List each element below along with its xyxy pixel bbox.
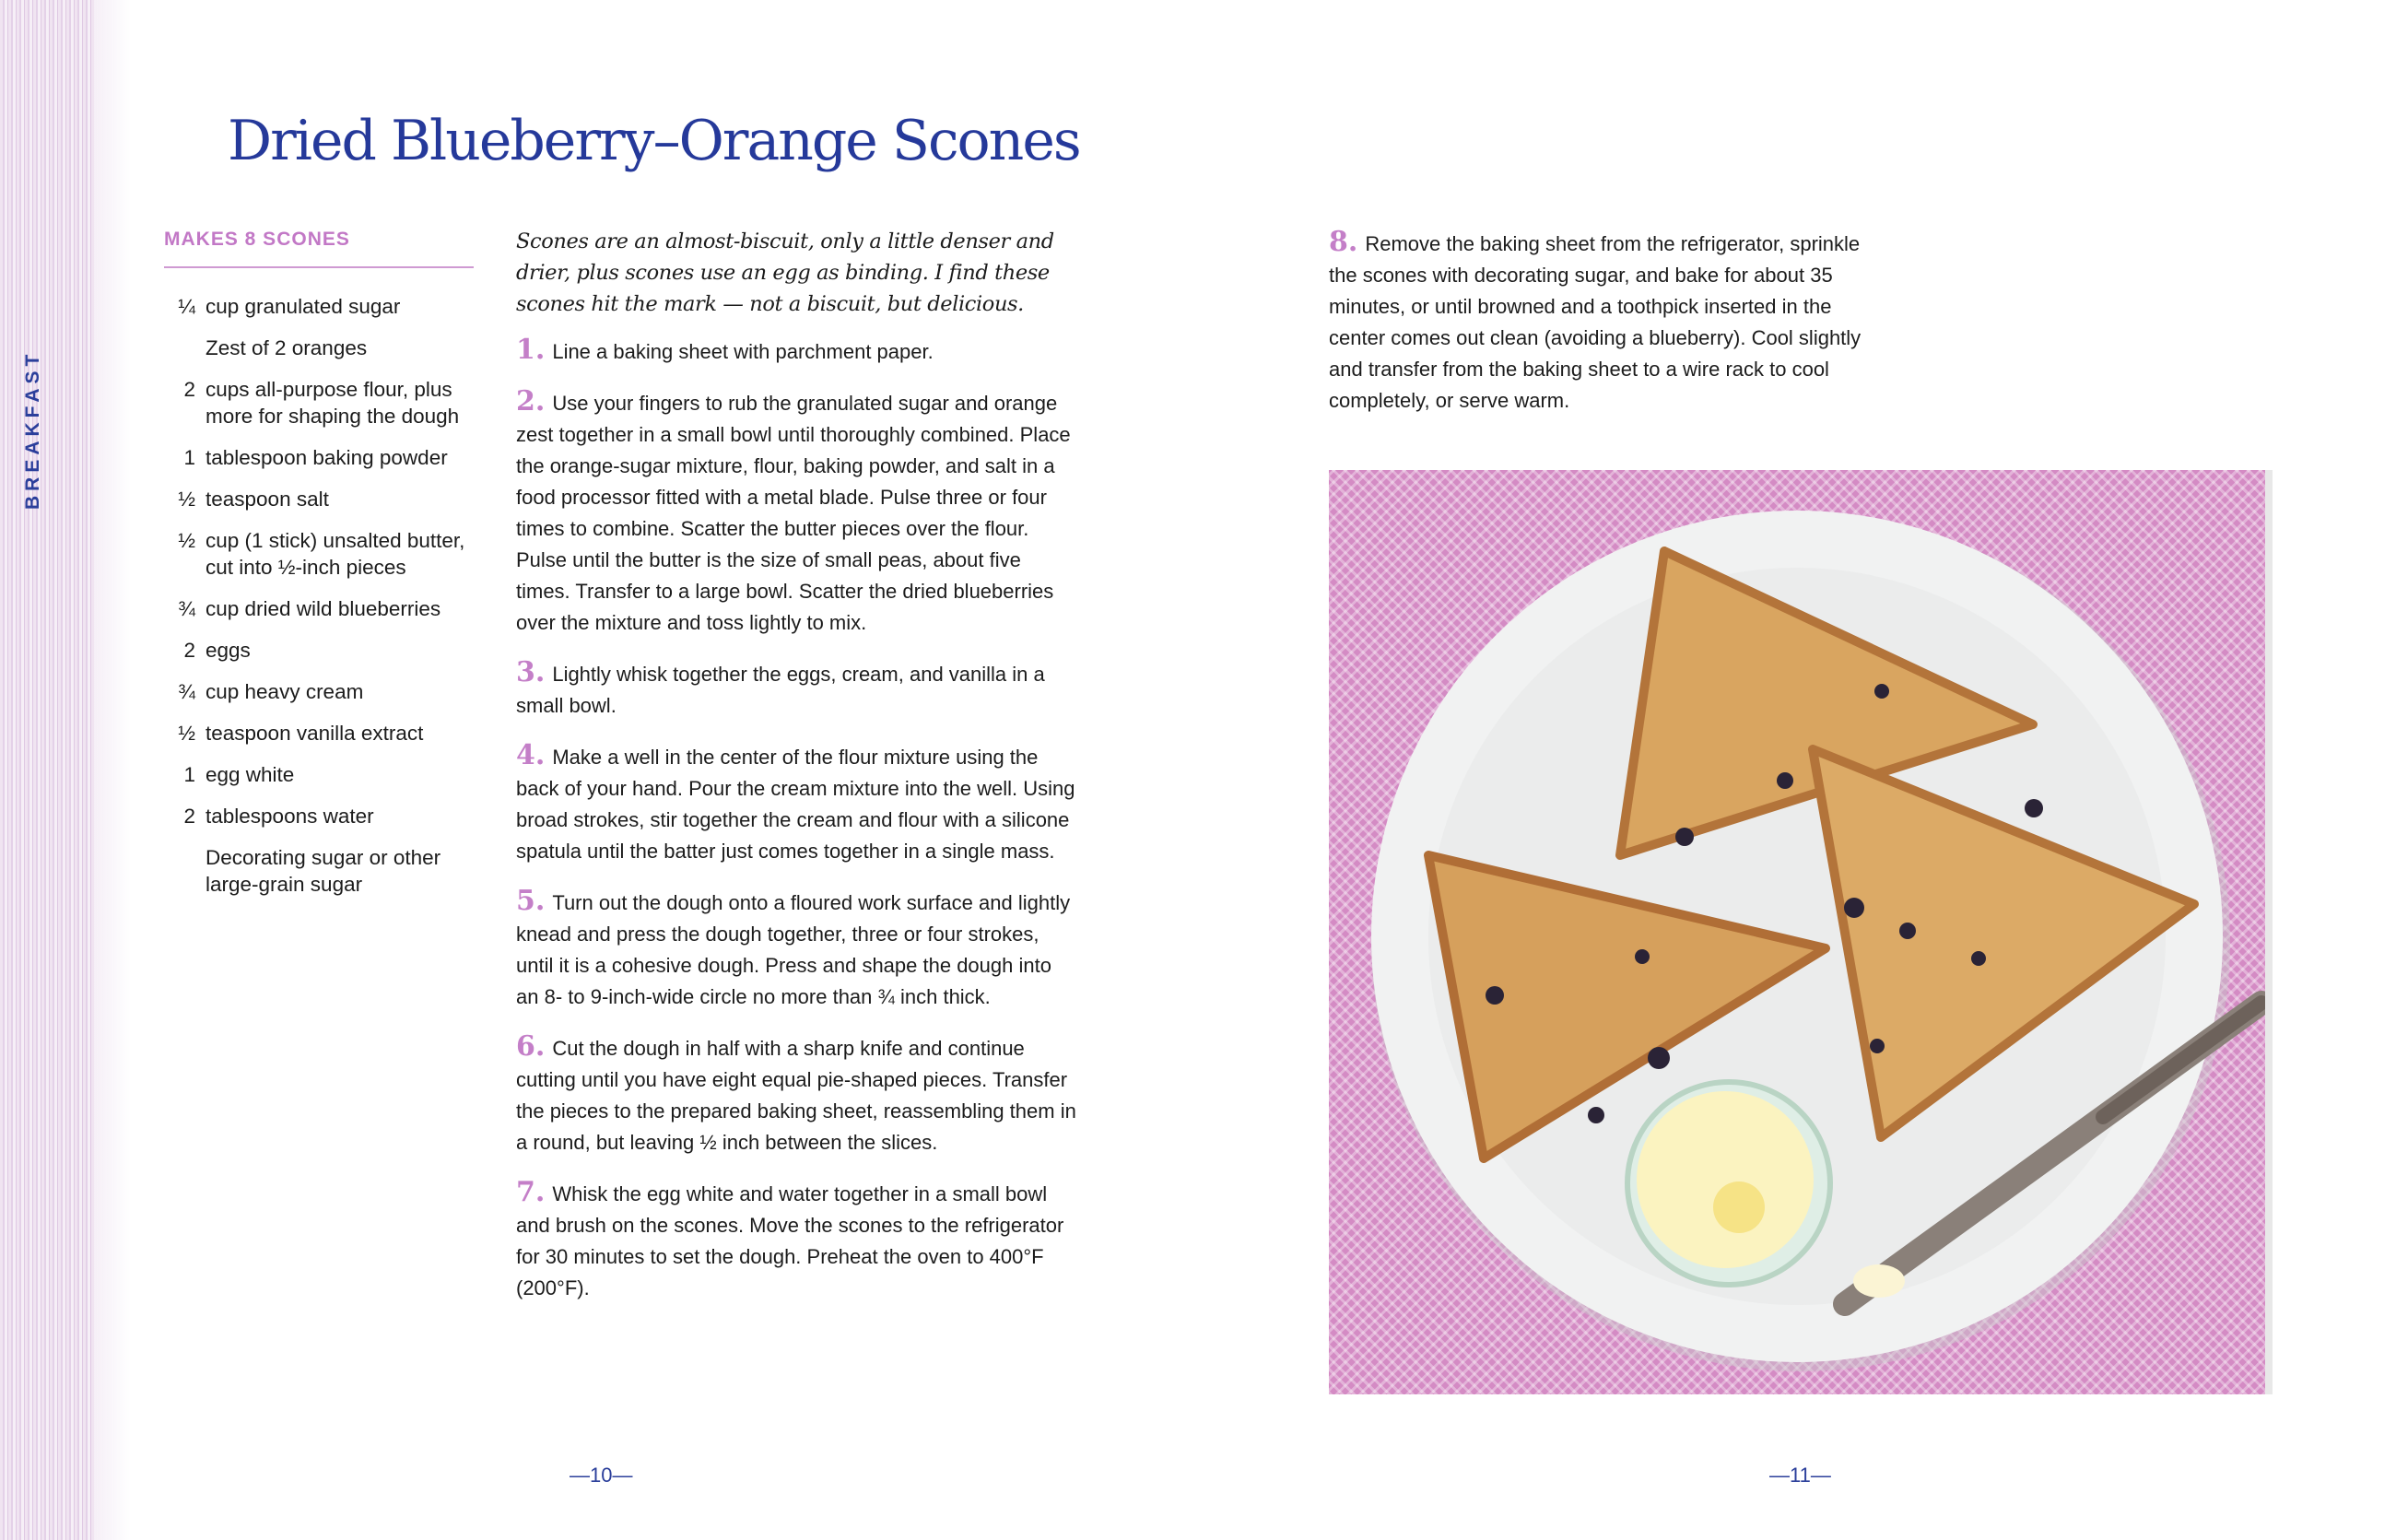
ingredient-qty: ½ — [178, 722, 195, 745]
step-5: 5. Turn out the dough onto a floured work… — [516, 886, 1078, 1013]
ingredient-item: ¾ cup dried wild blueberries — [164, 595, 477, 622]
ingredient-text: teaspoon vanilla extract — [206, 722, 424, 745]
step-4: 4. Make a well in the center of the flour… — [516, 740, 1078, 867]
step-number: 1. — [516, 334, 546, 366]
ingredient-text: tablespoon baking powder — [206, 446, 448, 469]
ingredient-text: tablespoons water — [206, 805, 374, 828]
ingredient-text: cups all-purpose flour, plus more for sh… — [206, 378, 460, 428]
photo-edge — [2265, 470, 2273, 1394]
ingredient-text: cup granulated sugar — [206, 295, 401, 318]
ingredient-text: teaspoon salt — [206, 488, 329, 511]
ingredient-qty: ½ — [178, 488, 195, 511]
ingredient-qty: 1 — [183, 763, 195, 786]
scones-illustration — [1371, 511, 2265, 1371]
ingredient-item: Decorating sugar or other large-grain su… — [164, 844, 477, 898]
ingredient-qty: ¾ — [178, 680, 195, 703]
ingredient-item: 2 tablespoons water — [164, 803, 477, 829]
step-text: Whisk the egg white and water together i… — [516, 1182, 1064, 1299]
decorative-side-stripe — [0, 0, 131, 1540]
step-text: Lightly whisk together the eggs, cream, … — [516, 663, 1045, 717]
butter-on-knife — [1853, 1264, 1905, 1298]
step-number: 6. — [516, 1030, 546, 1063]
step-text: Remove the baking sheet from the refrige… — [1329, 232, 1862, 412]
ingredient-item: ¾ cup heavy cream — [164, 678, 477, 705]
ingredient-text: cup (1 stick) unsalted butter, cut into … — [206, 529, 465, 579]
ingredient-text: Decorating sugar or other large-grain su… — [206, 846, 441, 896]
scone-right — [1808, 745, 2199, 1142]
step-number: 4. — [516, 739, 546, 771]
recipe-title: Dried Blueberry–Orange Scones — [228, 109, 1082, 173]
ingredient-qty — [164, 335, 206, 361]
step-text: Make a well in the center of the flour m… — [516, 746, 1075, 863]
section-tab: BREAKFAST — [22, 349, 43, 510]
ingredient-qty: 1 — [183, 446, 195, 469]
step-number: 3. — [516, 656, 546, 688]
ingredient-item: ¼ cup granulated sugar — [164, 293, 477, 320]
ingredient-item: Zest of 2 oranges — [164, 335, 477, 361]
ingredient-qty: ¼ — [178, 295, 195, 318]
blueberries — [1486, 684, 2043, 1123]
ingredient-qty: ½ — [178, 529, 195, 552]
ingredient-list: ¼ cup granulated sugar Zest of 2 oranges 2 c… — [164, 293, 477, 912]
step-8: 8. Remove the baking sheet from the refri… — [1329, 227, 1891, 417]
step-2: 2. Use your fingers to rub the granulated… — [516, 386, 1078, 639]
right-page-body: 8. Remove the baking sheet from the refri… — [1329, 227, 1891, 435]
step-7: 7. Whisk the egg white and water together… — [516, 1177, 1078, 1304]
page-number-left: —10— — [570, 1464, 633, 1487]
scones-photo — [1329, 470, 2265, 1394]
left-page-body: Scones are an almost-biscuit, only a lit… — [516, 226, 1078, 1323]
ingredient-text: cup dried wild blueberries — [206, 597, 441, 620]
ingredient-text: Zest of 2 oranges — [206, 336, 368, 359]
step-6: 6. Cut the dough in half with a sharp kni… — [516, 1031, 1078, 1158]
ingredient-item: ½ teaspoon vanilla extract — [164, 720, 477, 746]
step-number: 8. — [1329, 226, 1358, 258]
ingredient-item: 2 cups all-purpose flour, plus more for s… — [164, 376, 477, 429]
step-3: 3. Lightly whisk together the eggs, cream… — [516, 657, 1078, 722]
step-number: 2. — [516, 385, 546, 417]
step-1: 1. Line a baking sheet with parchment pap… — [516, 335, 1078, 368]
ingredient-qty: 2 — [183, 805, 195, 828]
step-text: Use your fingers to rub the granulated s… — [516, 392, 1071, 634]
page-number-right: —11— — [1769, 1464, 1831, 1487]
ingredient-item: 2 eggs — [164, 637, 477, 664]
ingredient-item: 1 egg white — [164, 761, 477, 788]
step-text: Line a baking sheet with parchment paper… — [552, 340, 934, 363]
yield-divider — [164, 266, 474, 268]
recipe-yield: MAKES 8 SCONES — [164, 229, 350, 250]
step-number: 7. — [516, 1176, 546, 1208]
step-text: Cut the dough in half with a sharp knife… — [516, 1037, 1076, 1154]
recipe-intro: Scones are an almost-biscuit, only a lit… — [516, 229, 1054, 316]
plate-well — [1428, 568, 2166, 1305]
ingredient-qty: 2 — [183, 639, 195, 662]
butter — [1637, 1091, 1814, 1268]
ingredient-qty: ¾ — [178, 597, 195, 620]
ingredient-item: ½ cup (1 stick) unsalted butter, cut into… — [164, 527, 477, 581]
ingredient-text: egg white — [206, 763, 295, 786]
ingredient-text: eggs — [206, 639, 251, 662]
ingredient-qty — [164, 844, 206, 898]
step-text: Turn out the dough onto a floured work s… — [516, 891, 1071, 1008]
ingredient-item: ½ teaspoon salt — [164, 486, 477, 512]
step-number: 5. — [516, 885, 546, 917]
ingredient-text: cup heavy cream — [206, 680, 364, 703]
ingredient-item: 1 tablespoon baking powder — [164, 444, 477, 471]
ingredient-qty: 2 — [183, 378, 195, 401]
